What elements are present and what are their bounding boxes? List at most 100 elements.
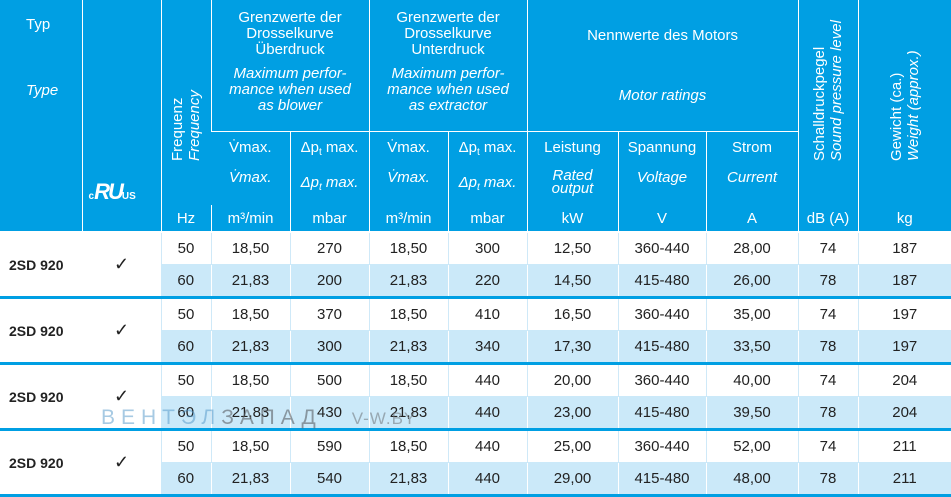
- table-cell: 78: [797, 462, 858, 497]
- table-cell: 74: [797, 233, 858, 265]
- header-blower: Grenzwerte der Drosselkurve Überdruck Ma…: [210, 0, 369, 132]
- table-row: 60 21,83 200 21,83 220 14,50 415-480 26,00 78 187: [0, 264, 951, 299]
- table-cell: 21,83: [210, 330, 290, 365]
- model-type: 2SD 920: [0, 233, 82, 299]
- table-cell: 18,50: [210, 233, 290, 265]
- data-table: 2SD 920 ✓ 50 18,50 270 18,50 300 12,50 360-440 28…: [0, 233, 951, 497]
- table-cell: 204: [857, 363, 951, 397]
- type-label-de: Typ: [26, 16, 51, 33]
- header-extractor: Grenzwerte der Drosselkurve Unterdruck M…: [368, 0, 527, 132]
- table-row: 2SD 920 ✓ 50 18,50 500 18,50 440 20,00 360-440 40…: [0, 363, 951, 431]
- header-weight: Gewicht (ca.) Weight (approx.): [857, 0, 951, 206]
- unit-cell: mbar: [447, 205, 527, 231]
- table-cell: 440: [447, 363, 527, 397]
- table-cell: 18,50: [368, 429, 448, 463]
- table-cell: 17,30: [526, 330, 618, 365]
- table-row: 60 21,83 430 21,83 440 23,00 415-480 39,50 78 204: [0, 396, 951, 431]
- table-cell: 21,83: [368, 330, 448, 365]
- table-cell: 21,83: [368, 462, 448, 497]
- table-row: 2SD 920 ✓ 50 18,50 590 18,50 440 25,00 360-440 52…: [0, 429, 951, 497]
- unit-cell: mbar: [289, 205, 369, 231]
- table-cell: 14,50: [526, 264, 618, 299]
- table-row: 2SD 920 ✓ 50 18,50 370 18,50 410 16,50 360-440 35…: [0, 297, 951, 365]
- spec-table: Typ Type cRUUS Frequenz Frequency Grenzw…: [0, 0, 951, 206]
- table-cell: 187: [857, 233, 951, 265]
- header-vmax-extractor: V̇max. V̇max.: [368, 131, 448, 206]
- table-cell: 18,50: [210, 297, 290, 331]
- model-type: 2SD 920: [0, 297, 82, 365]
- table-header: Typ Type cRUUS Frequenz Frequency Grenzw…: [0, 0, 951, 206]
- header-frequency: Frequenz Frequency: [160, 0, 211, 206]
- table-cell: 78: [797, 264, 858, 299]
- header-sound: Schalldruckpegel Sound pressure level: [797, 0, 859, 206]
- table-cell: 21,83: [210, 396, 290, 431]
- unit-cell: m³/min: [210, 205, 290, 231]
- table-cell: 197: [857, 297, 951, 331]
- unit-cell: kg: [857, 205, 951, 231]
- table-cell: 197: [857, 330, 951, 365]
- table-cell: 440: [447, 429, 527, 463]
- table-cell: 50: [160, 363, 211, 397]
- table-cell: 415-480: [617, 396, 706, 431]
- header-current: Strom Current: [705, 131, 799, 206]
- certified-check-icon: ✓: [81, 429, 161, 497]
- table-cell: 18,50: [368, 297, 448, 331]
- table-cell: 21,83: [368, 396, 448, 431]
- sound-label-en: Sound pressure level: [828, 19, 846, 161]
- table-cell: 590: [289, 429, 369, 463]
- table-cell: 415-480: [617, 264, 706, 299]
- unit-cell: dB (A): [797, 205, 858, 231]
- header-vmax-blower: V̇max. V̇max.: [211, 131, 290, 206]
- weight-label-de: Gewicht (ca.): [887, 72, 905, 161]
- table-cell: 23,00: [526, 396, 618, 431]
- table-cell: 18,50: [210, 363, 290, 397]
- table-cell: 300: [447, 233, 527, 265]
- header-dp-blower: Δpt max. Δpt max.: [289, 131, 369, 206]
- header-voltage: Spannung Voltage: [617, 131, 706, 206]
- table-cell: 211: [857, 462, 951, 497]
- certified-check-icon: ✓: [81, 233, 161, 299]
- table-cell: 21,83: [210, 264, 290, 299]
- table-cell: 220: [447, 264, 527, 299]
- table-cell: 60: [161, 462, 211, 497]
- certified-check-icon: ✓: [81, 297, 161, 365]
- table-cell: 500: [289, 363, 369, 397]
- header-dp-extractor: Δpt max. Δpt max.: [447, 131, 527, 206]
- table-cell: 21,83: [210, 462, 290, 497]
- header-type: Typ Type: [0, 0, 82, 206]
- unit-cell: kW: [526, 205, 618, 231]
- table-cell: 415-480: [617, 462, 706, 497]
- weight-label-en: Weight (approx.): [904, 49, 922, 161]
- table-cell: 29,00: [526, 462, 618, 497]
- table-cell: 28,00: [705, 233, 798, 265]
- table-cell: 52,00: [705, 429, 798, 463]
- table-cell: 25,00: [526, 429, 618, 463]
- table-cell: 20,00: [526, 363, 618, 397]
- table-cell: 26,00: [705, 264, 798, 299]
- table-cell: 18,50: [210, 429, 290, 463]
- table-cell: 16,50: [526, 297, 618, 331]
- header-motor: Nennwerte des Motors Motor ratings: [526, 0, 799, 132]
- table-row: 2SD 920 ✓ 50 18,50 270 18,50 300 12,50 360-440 28…: [0, 233, 951, 299]
- unit-cell: A: [705, 205, 798, 231]
- table-cell: 187: [857, 264, 951, 299]
- model-type: 2SD 920: [0, 429, 82, 497]
- table-cell: 74: [797, 429, 858, 463]
- type-label-en: Type: [26, 82, 59, 99]
- table-cell: 18,50: [368, 363, 448, 397]
- table-cell: 204: [857, 396, 951, 431]
- unit-cell: Hz: [160, 205, 211, 231]
- table-cell: 18,50: [368, 233, 448, 265]
- frequency-label-en: Frequency: [186, 89, 203, 161]
- unit-cell: V: [617, 205, 706, 231]
- table-cell: 74: [797, 297, 858, 331]
- table-cell: 200: [289, 264, 369, 299]
- table-cell: 410: [447, 297, 527, 331]
- table-cell: 33,50: [705, 330, 798, 365]
- header-power: Leistung Rated output: [526, 131, 618, 206]
- table-cell: 48,00: [705, 462, 798, 497]
- table-cell: 360-440: [617, 233, 706, 265]
- certified-check-icon: ✓: [81, 363, 161, 431]
